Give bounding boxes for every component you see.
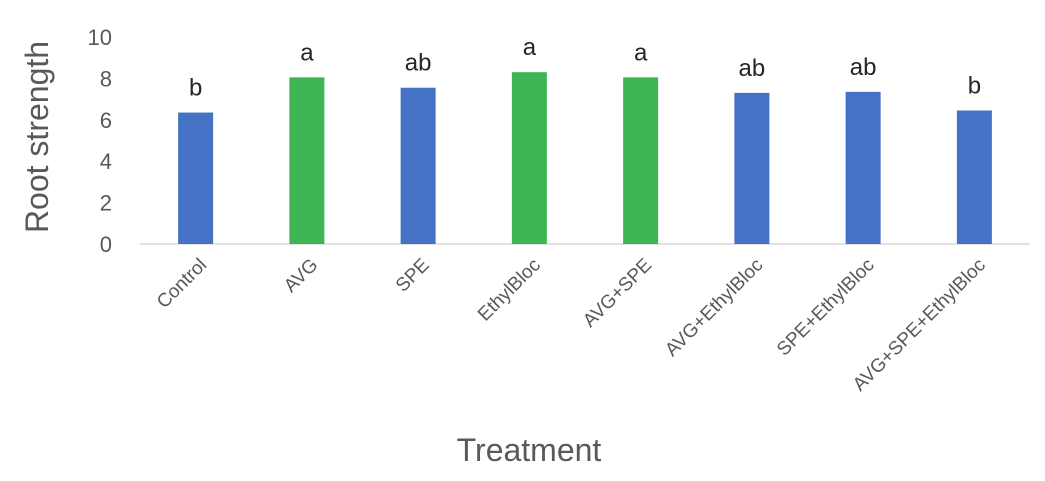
x-axis-label: Treatment [457,432,602,468]
x-tick-label: EthylBloc [474,255,545,326]
bar-avg-spe-ethylbloc [956,110,992,244]
y-tick-label: 4 [100,149,112,174]
x-tick-label: AVG [280,255,322,297]
bar-spe-ethylbloc [845,91,881,244]
bar-avg [289,77,325,245]
significance-label: a [300,39,314,66]
bar-ethylbloc [511,72,547,244]
significance-labels: b a ab a a ab ab b [189,34,981,101]
significance-label: ab [850,54,877,81]
x-tick-label: Control [153,255,211,313]
significance-label: b [968,72,981,99]
y-tick-label: 2 [100,191,112,216]
significance-label: a [634,39,648,66]
significance-label: ab [739,55,766,82]
bars [178,72,992,245]
y-axis-label: Root strength [19,41,55,233]
x-tick-label: AVG+SPE [579,255,656,332]
bar-avg-ethylbloc [734,92,770,244]
y-tick-label: 8 [100,66,112,91]
bar-spe [400,87,436,244]
x-tick-labels: Control AVG SPE EthylBloc AVG+SPE AVG+EthylBl… [153,255,990,396]
y-tick-label: 6 [100,108,112,133]
bar-control [178,112,214,245]
significance-label: b [189,75,202,102]
y-tick-label: 0 [100,232,112,257]
x-tick-label: SPE+EthylBloc [773,255,879,361]
y-tick-labels: 0 2 4 6 8 10 [88,25,112,257]
y-tick-label: 10 [88,25,112,50]
x-tick-label: AVG+EthylBloc [661,255,767,361]
bar-avg-spe [623,77,659,245]
significance-label: a [523,34,537,61]
significance-label: ab [405,50,432,77]
x-tick-label: SPE [392,255,434,297]
